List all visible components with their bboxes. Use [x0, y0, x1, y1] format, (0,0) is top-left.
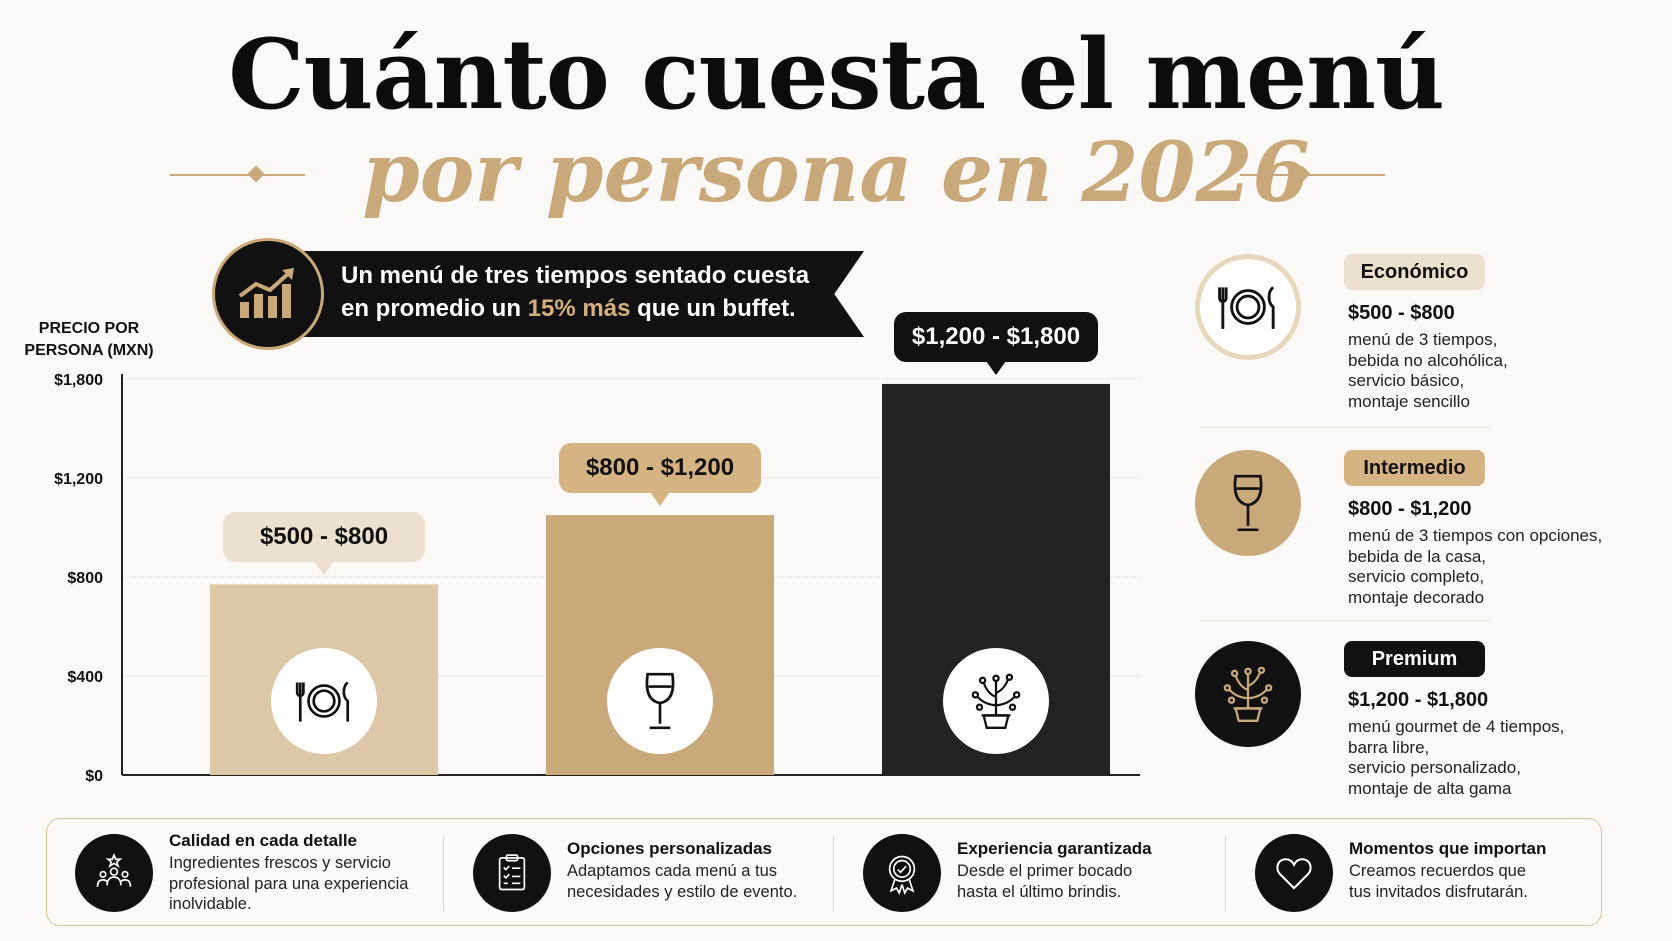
tier-description-line: menú gourmet de 4 tiempos,	[1348, 717, 1565, 736]
feature-description-line: Ingredientes frescos y servicio	[169, 854, 391, 872]
tier-badge: Premium	[1344, 641, 1485, 677]
tier-description-line: barra libre,	[1348, 737, 1430, 757]
title-divider-right	[1240, 174, 1385, 176]
feature-description-line: tus invitados disfrutarán.	[1349, 882, 1528, 901]
wine-glass-icon	[1195, 450, 1301, 556]
tier-description-line: servicio completo,	[1348, 567, 1485, 586]
feature-description-line: necesidades y estilo de evento.	[567, 882, 798, 901]
feature-description-line: profesional para una experiencia	[169, 874, 409, 893]
y-tick-label: $800	[67, 570, 103, 587]
feature-description-line: hasta el último brindis.	[957, 882, 1122, 901]
tier-item: Premium $1,200 - $1,800 menú gourmet de 4 …	[1195, 641, 1665, 811]
tier-badge: Económico	[1344, 254, 1485, 290]
tier-price: $800 - $1,200	[1348, 498, 1472, 520]
tier-item: Intermedio $800 - $1,200 menú de 3 tiempos…	[1195, 450, 1665, 620]
feature-description: Ingredientes frescos y servicio profesion…	[169, 853, 408, 915]
feature-description: Desde el primer bocado hasta el último br…	[957, 861, 1132, 902]
tier-description-line: montaje de alta gama	[1348, 778, 1512, 798]
bar-value-label: $1,200 - $1,800	[894, 311, 1098, 375]
tier-description: menú de 3 tiempos con opciones, bebida de…	[1348, 526, 1602, 608]
y-tick-label: $0	[85, 768, 103, 785]
bar-value-label: $500 - $800	[223, 512, 425, 576]
feature-description-line: Creamos recuerdos que	[1349, 862, 1527, 880]
tier-description-line: servicio básico,	[1348, 371, 1465, 390]
feature-title: Momentos que importan	[1349, 839, 1547, 858]
callout-line-2: en promedio un 15% más que un buffet.	[341, 292, 841, 325]
team-star-icon	[75, 834, 153, 912]
page-subtitle: por persona en 2026	[362, 125, 1310, 221]
feature-description: Creamos recuerdos que tus invitados disfr…	[1349, 861, 1528, 902]
callout-highlight: 15% más	[527, 295, 631, 322]
tier-description-line: menú de 3 tiempos con opciones,	[1348, 526, 1603, 545]
callout-text: Un menú de tres tiempos sentado cuesta e…	[341, 259, 841, 325]
tier-description-line: bebida de la casa,	[1348, 546, 1486, 566]
feature-description: Adaptamos cada menú a tus necesidades y e…	[567, 861, 797, 902]
bar-value-label: $800 - $1,200	[559, 443, 761, 507]
tier-divider	[1200, 427, 1490, 428]
trend-up-chart-icon	[212, 238, 324, 350]
tier-divider	[1200, 620, 1490, 621]
feature-description-line: Adaptamos cada menú a tus	[567, 862, 778, 880]
feature-title: Opciones personalizadas	[567, 839, 773, 858]
tier-price: $500 - $800	[1348, 302, 1455, 324]
wine-glass-icon	[607, 648, 713, 754]
plate-cutlery-icon	[271, 648, 377, 754]
feature-item: Calidad en cada detalle Ingredientes fres…	[47, 819, 427, 927]
tier-description-line: bebida no alcohólica,	[1348, 350, 1508, 370]
award-badge-icon	[863, 834, 941, 912]
tier-item: Económico $500 - $800 menú de 3 tiempos, be…	[1195, 254, 1665, 424]
feature-divider	[1225, 835, 1226, 911]
features-footer: Calidad en cada detalle Ingredientes fres…	[46, 818, 1602, 926]
feature-description-line: Desde el primer bocado	[957, 862, 1133, 880]
title-divider-left	[170, 174, 305, 176]
page-title: Cuánto cuesta el menú	[228, 18, 1445, 131]
tier-description: menú gourmet de 4 tiempos, barra libre, se…	[1348, 717, 1564, 799]
y-tick-label: $1,800	[54, 372, 103, 389]
tier-description-line: servicio personalizado,	[1348, 758, 1521, 777]
plant-decoration-icon	[1195, 641, 1301, 747]
callout-banner	[270, 251, 864, 337]
tier-description-line: montaje decorado	[1348, 587, 1485, 607]
feature-item: Opciones personalizadas Adaptamos cada me…	[445, 819, 825, 927]
y-tick-label: $1,200	[54, 471, 103, 488]
feature-title: Calidad en cada detalle	[169, 831, 358, 850]
feature-description-line: inolvidable.	[169, 895, 252, 913]
feature-item: Experiencia garantizada Desde el primer b…	[835, 819, 1215, 927]
tier-description: menú de 3 tiempos, bebida no alcohólica, s…	[1348, 330, 1508, 412]
y-axis-label: PRECIO POR PERSONA (MXN)	[24, 318, 154, 362]
feature-divider	[443, 835, 444, 911]
feature-title: Experiencia garantizada	[957, 839, 1152, 858]
plate-cutlery-icon	[1195, 254, 1301, 360]
y-axis-label-line-2: PERSONA (MXN)	[24, 342, 154, 359]
heart-icon	[1255, 834, 1333, 912]
tier-description-line: montaje sencillo	[1348, 391, 1470, 411]
tier-badge: Intermedio	[1344, 450, 1485, 486]
tier-price: $1,200 - $1,800	[1348, 689, 1489, 711]
callout-line-1: Un menú de tres tiempos sentado cuesta	[341, 262, 810, 289]
callout-text-c: que un buffet.	[630, 295, 796, 322]
clipboard-checklist-icon	[473, 834, 551, 912]
callout-text-b: en promedio un	[341, 295, 528, 322]
tier-description-line: menú de 3 tiempos,	[1348, 330, 1498, 349]
y-tick-label: $400	[67, 669, 103, 686]
feature-divider	[833, 835, 834, 911]
y-axis-label-line-1: PRECIO POR	[38, 320, 140, 337]
feature-item: Momentos que importan Creamos recuerdos q…	[1227, 819, 1607, 927]
plant-decoration-icon	[943, 648, 1049, 754]
